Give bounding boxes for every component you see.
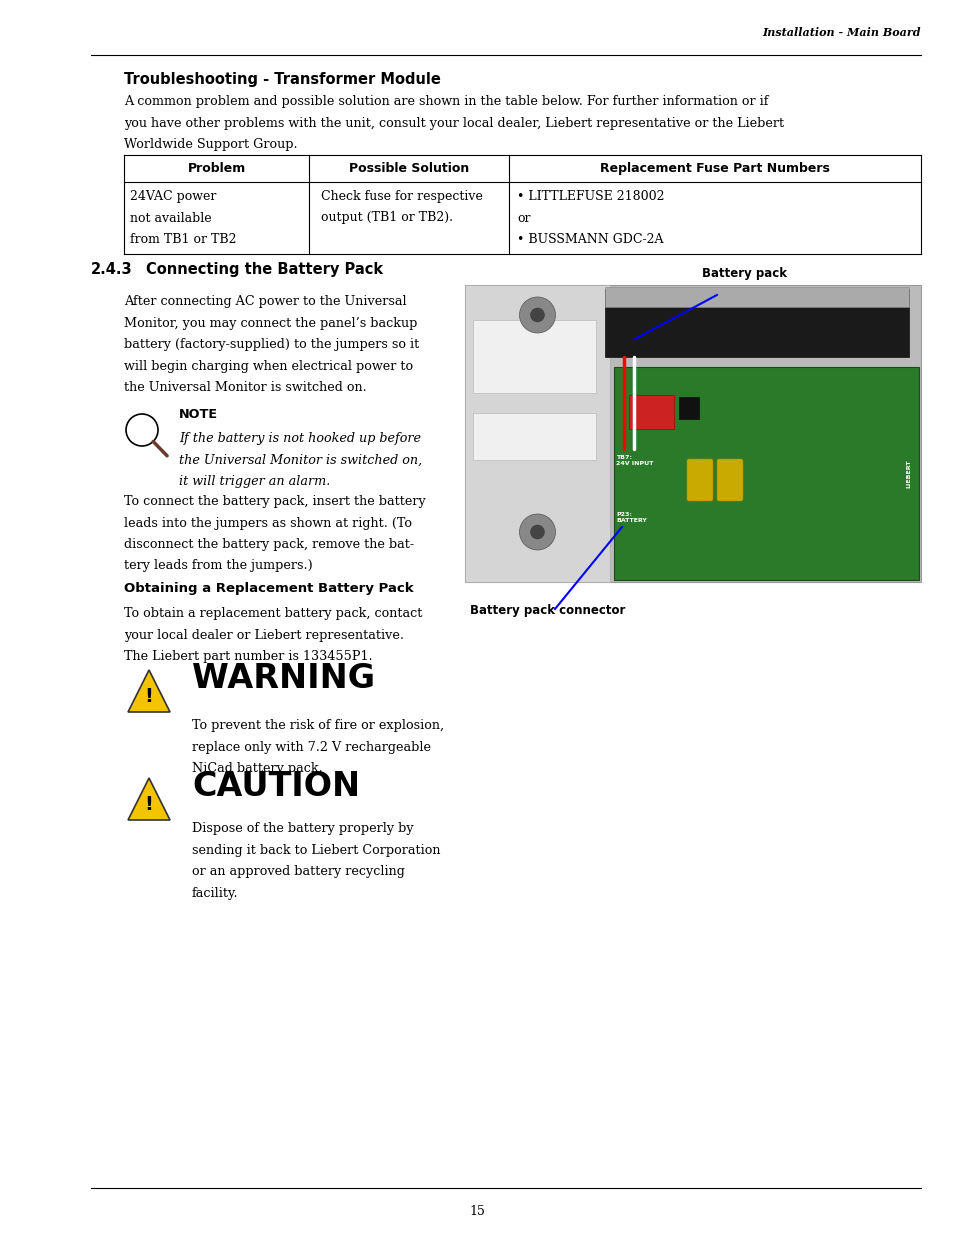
Text: CAUTION: CAUTION <box>192 769 360 803</box>
Text: • LITTLEFUSE 218002: • LITTLEFUSE 218002 <box>517 190 664 203</box>
Text: facility.: facility. <box>192 887 238 899</box>
Text: Installation - Main Board: Installation - Main Board <box>761 27 920 38</box>
Text: !: ! <box>145 794 153 814</box>
Text: output (TB1 or TB2).: output (TB1 or TB2). <box>320 211 453 225</box>
FancyBboxPatch shape <box>679 396 699 419</box>
Text: NiCad battery pack.: NiCad battery pack. <box>192 762 322 776</box>
Text: If the battery is not hooked up before: If the battery is not hooked up before <box>179 432 420 445</box>
FancyBboxPatch shape <box>473 412 596 459</box>
FancyBboxPatch shape <box>614 367 918 580</box>
Text: Replacement Fuse Part Numbers: Replacement Fuse Part Numbers <box>599 162 829 175</box>
Text: Dispose of the battery properly by: Dispose of the battery properly by <box>192 823 414 835</box>
Text: Battery pack connector: Battery pack connector <box>470 604 625 618</box>
Text: your local dealer or Liebert representative.: your local dealer or Liebert representat… <box>124 629 404 641</box>
Text: it will trigger an alarm.: it will trigger an alarm. <box>179 475 330 488</box>
Polygon shape <box>128 671 170 713</box>
Text: TB7:
24V INPUT: TB7: 24V INPUT <box>616 454 653 466</box>
Text: the Universal Monitor is switched on,: the Universal Monitor is switched on, <box>179 453 421 467</box>
Text: disconnect the battery pack, remove the bat-: disconnect the battery pack, remove the … <box>124 538 414 551</box>
Circle shape <box>519 514 555 550</box>
Text: battery (factory-supplied) to the jumpers so it: battery (factory-supplied) to the jumper… <box>124 338 418 351</box>
Text: 24VAC power: 24VAC power <box>130 190 216 203</box>
Text: from TB1 or TB2: from TB1 or TB2 <box>130 233 236 246</box>
Circle shape <box>519 296 555 333</box>
Text: NOTE: NOTE <box>179 408 218 421</box>
Text: To connect the battery pack, insert the battery: To connect the battery pack, insert the … <box>124 495 425 508</box>
Text: or: or <box>517 211 530 225</box>
Circle shape <box>530 308 544 322</box>
Text: Battery pack: Battery pack <box>701 267 786 280</box>
Text: 2.4.3: 2.4.3 <box>91 262 132 277</box>
Text: replace only with 7.2 V rechargeable: replace only with 7.2 V rechargeable <box>192 741 431 753</box>
Text: To obtain a replacement battery pack, contact: To obtain a replacement battery pack, co… <box>124 606 422 620</box>
FancyBboxPatch shape <box>604 287 907 308</box>
Text: Monitor, you may connect the panel’s backup: Monitor, you may connect the panel’s bac… <box>124 316 417 330</box>
Text: P23:
BATTERY: P23: BATTERY <box>616 513 646 522</box>
Text: not available: not available <box>130 211 212 225</box>
FancyBboxPatch shape <box>473 320 596 393</box>
Polygon shape <box>128 778 170 820</box>
FancyBboxPatch shape <box>464 285 609 582</box>
Text: sending it back to Liebert Corporation: sending it back to Liebert Corporation <box>192 844 440 857</box>
FancyBboxPatch shape <box>604 289 907 357</box>
Text: !: ! <box>145 687 153 705</box>
Text: Connecting the Battery Pack: Connecting the Battery Pack <box>146 262 382 277</box>
Text: leads into the jumpers as shown at right. (To: leads into the jumpers as shown at right… <box>124 516 412 530</box>
Text: Worldwide Support Group.: Worldwide Support Group. <box>124 138 297 151</box>
Text: The Liebert part number is 133455P1.: The Liebert part number is 133455P1. <box>124 650 373 663</box>
Text: Check fuse for respective: Check fuse for respective <box>320 190 482 203</box>
Text: WARNING: WARNING <box>192 662 375 695</box>
FancyBboxPatch shape <box>686 459 712 501</box>
Text: To prevent the risk of fire or explosion,: To prevent the risk of fire or explosion… <box>192 719 444 732</box>
FancyBboxPatch shape <box>628 395 673 429</box>
Text: the Universal Monitor is switched on.: the Universal Monitor is switched on. <box>124 382 366 394</box>
Circle shape <box>530 525 544 538</box>
Text: 15: 15 <box>469 1205 484 1218</box>
Text: • BUSSMANN GDC-2A: • BUSSMANN GDC-2A <box>517 233 663 246</box>
Text: Troubleshooting - Transformer Module: Troubleshooting - Transformer Module <box>124 72 440 86</box>
FancyBboxPatch shape <box>464 285 920 582</box>
FancyBboxPatch shape <box>717 459 742 501</box>
Text: will begin charging when electrical power to: will begin charging when electrical powe… <box>124 359 413 373</box>
Text: LIEBERT: LIEBERT <box>905 459 910 488</box>
Text: you have other problems with the unit, consult your local dealer, Liebert repres: you have other problems with the unit, c… <box>124 116 783 130</box>
Text: A common problem and possible solution are shown in the table below. For further: A common problem and possible solution a… <box>124 95 768 107</box>
Text: Possible Solution: Possible Solution <box>349 162 469 175</box>
Text: Problem: Problem <box>187 162 245 175</box>
Text: After connecting AC power to the Universal: After connecting AC power to the Univers… <box>124 295 406 308</box>
Text: Obtaining a Replacement Battery Pack: Obtaining a Replacement Battery Pack <box>124 582 414 595</box>
Text: or an approved battery recycling: or an approved battery recycling <box>192 864 404 878</box>
Text: tery leads from the jumpers.): tery leads from the jumpers.) <box>124 559 313 573</box>
